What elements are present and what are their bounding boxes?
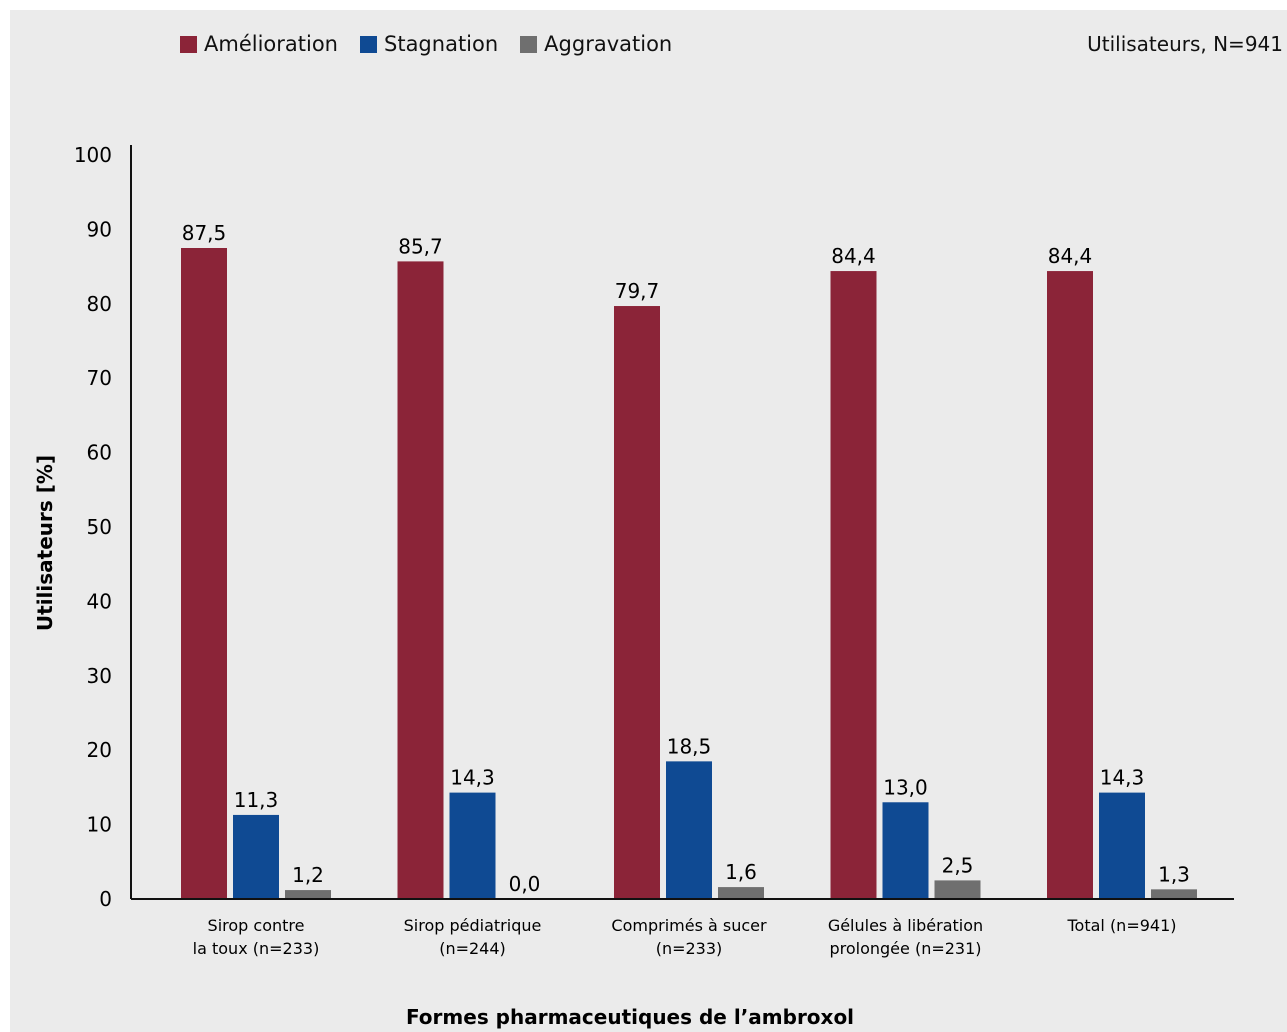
- x-category-label: Sirop contre: [208, 916, 305, 935]
- x-category-label: prolongée (n=231): [829, 939, 981, 958]
- legend-item-amelioration: Amélioration: [180, 32, 338, 56]
- data-label: 14,3: [450, 766, 495, 790]
- y-tick-label: 80: [87, 292, 112, 316]
- data-label: 1,6: [725, 860, 757, 884]
- legend-label-stagnation: Stagnation: [384, 32, 499, 56]
- y-tick-label: 60: [87, 441, 112, 465]
- bar-amélioration-0: [181, 248, 227, 899]
- data-label: 1,3: [1158, 862, 1190, 886]
- y-axis-title: Utilisateurs [%]: [33, 455, 57, 631]
- data-label: 85,7: [398, 234, 443, 258]
- y-tick-label: 100: [74, 143, 112, 167]
- data-label: 18,5: [667, 734, 712, 758]
- legend-swatch-aggravation: [520, 35, 538, 53]
- bar-stagnation-4: [1099, 792, 1145, 899]
- y-tick-label: 70: [87, 366, 112, 390]
- data-label: 13,0: [883, 775, 928, 799]
- data-label: 84,4: [1048, 244, 1093, 268]
- legend-swatch-amelioration: [180, 35, 197, 53]
- bar-stagnation-0: [233, 814, 279, 899]
- x-category-label: Sirop pédiatrique: [404, 916, 542, 935]
- bar-stagnation-1: [449, 792, 496, 899]
- y-tick-label: 50: [87, 515, 112, 539]
- data-label: 14,3: [1100, 766, 1145, 790]
- legend-label-amelioration: Amélioration: [204, 32, 338, 56]
- data-label: 84,4: [831, 244, 876, 268]
- legend: Amélioration Stagnation Aggravation: [180, 32, 672, 56]
- bar-aggravation-2: [718, 887, 764, 899]
- y-tick-label: 90: [87, 217, 112, 241]
- x-category-label: la toux (n=233): [193, 939, 320, 958]
- y-tick-label: 0: [99, 887, 112, 911]
- sample-size-note: Utilisateurs, N=941: [1087, 32, 1283, 56]
- legend-label-aggravation: Aggravation: [544, 32, 673, 56]
- data-label: 1,2: [292, 863, 324, 887]
- x-category-label: (n=244): [439, 939, 506, 958]
- legend-item-stagnation: Stagnation: [360, 32, 498, 56]
- y-tick-label: 10: [87, 813, 112, 837]
- data-label: 79,7: [615, 279, 660, 303]
- bar-aggravation-4: [1151, 889, 1197, 899]
- legend-swatch-stagnation: [360, 35, 377, 53]
- y-tick-label: 20: [87, 738, 112, 762]
- data-label: 0,0: [509, 872, 541, 896]
- x-category-label: Gélules à libération: [828, 916, 983, 935]
- y-tick-label: 30: [87, 664, 112, 688]
- bar-aggravation-0: [285, 890, 331, 899]
- y-tick-label: 40: [87, 589, 112, 613]
- bar-amélioration-2: [614, 306, 660, 900]
- legend-item-aggravation: Aggravation: [520, 32, 672, 56]
- bar-aggravation-3: [934, 880, 981, 899]
- bar-amélioration-1: [397, 261, 444, 900]
- x-category-label: (n=233): [656, 939, 723, 958]
- x-category-label: Total (n=941): [1066, 916, 1176, 935]
- bar-stagnation-2: [666, 761, 712, 899]
- bar-amélioration-3: [830, 271, 877, 900]
- x-category-label: Comprimés à sucer: [611, 916, 767, 935]
- bar-amélioration-4: [1047, 271, 1093, 900]
- data-label: 2,5: [942, 853, 974, 877]
- bar-stagnation-3: [882, 802, 929, 899]
- x-axis-title: Formes pharmaceutiques de l’ambroxol: [406, 1005, 854, 1029]
- data-label: 11,3: [234, 788, 279, 812]
- data-label: 87,5: [182, 221, 227, 245]
